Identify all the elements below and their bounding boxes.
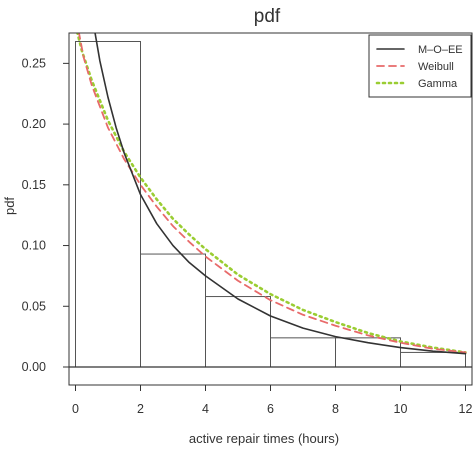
y-tick-label: 0.15	[22, 178, 46, 192]
x-tick-label: 4	[202, 402, 209, 416]
y-axis-label: pdf	[2, 197, 17, 215]
x-tick-label: 0	[72, 402, 79, 416]
curve-weibull	[78, 33, 467, 354]
legend-label: Gamma	[418, 78, 458, 90]
histogram-bar	[75, 41, 141, 368]
legend: M–O–EE Weibull Gamma	[368, 34, 472, 98]
y-tick-label: 0.10	[22, 239, 46, 253]
x-tick-label: 8	[332, 402, 339, 416]
y-tick-label: 0.20	[22, 117, 46, 131]
y-tick-label: 0.25	[22, 56, 46, 70]
x-tick-label: 6	[267, 402, 274, 416]
histogram-bar	[205, 296, 271, 368]
curve-m-o-ee	[94, 33, 467, 355]
legend-box	[368, 34, 472, 98]
y-tick-label: 0.05	[22, 299, 46, 313]
x-tick-label: 12	[459, 402, 473, 416]
legend-label: Weibull	[418, 61, 454, 73]
x-tick-label: 2	[137, 402, 144, 416]
histogram-bar	[270, 337, 336, 368]
plot-area: 0 2 4 6 8 10 12 0.00 0.05 0.10 0.15 0.20 0.25	[22, 32, 473, 416]
chart-title: pdf	[254, 6, 281, 27]
legend-label: M–O–EE	[418, 44, 463, 56]
x-axis-label: active repair times (hours)	[189, 431, 339, 446]
histogram-bar	[140, 253, 206, 368]
histogram-bar	[400, 351, 466, 368]
x-tick-label: 10	[394, 402, 408, 416]
y-tick-label: 0.00	[22, 360, 46, 374]
curve-gamma	[76, 33, 467, 354]
